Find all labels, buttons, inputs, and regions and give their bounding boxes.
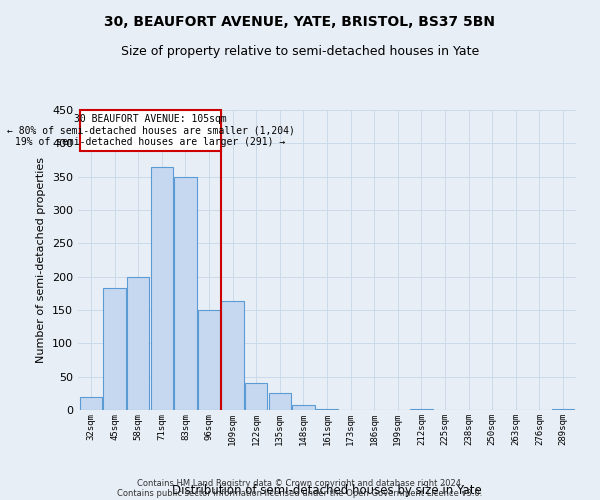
Text: Contains HM Land Registry data © Crown copyright and database right 2024.: Contains HM Land Registry data © Crown c… (137, 478, 463, 488)
Bar (127, 276, 149, 410)
Text: Size of property relative to semi-detached houses in Yate: Size of property relative to semi-detach… (121, 45, 479, 58)
Text: 30 BEAUFORT AVENUE: 105sqm
← 80% of semi-detached houses are smaller (1,204)
19%: 30 BEAUFORT AVENUE: 105sqm ← 80% of semi… (7, 114, 295, 148)
Bar (80, 396, 102, 410)
Text: Contains public sector information licensed under the Open Government Licence v3: Contains public sector information licen… (118, 488, 482, 498)
Bar (103, 288, 126, 410)
Bar (151, 166, 173, 410)
FancyBboxPatch shape (80, 110, 221, 152)
Y-axis label: Number of semi-detached properties: Number of semi-detached properties (37, 157, 46, 363)
Bar (292, 404, 314, 410)
X-axis label: Distribution of semi-detached houses by size in Yate: Distribution of semi-detached houses by … (172, 484, 482, 497)
Bar (221, 302, 244, 410)
Bar (245, 384, 268, 410)
Bar (269, 394, 291, 410)
Bar (552, 408, 574, 410)
Bar (198, 310, 220, 410)
Text: 30, BEAUFORT AVENUE, YATE, BRISTOL, BS37 5BN: 30, BEAUFORT AVENUE, YATE, BRISTOL, BS37… (104, 15, 496, 29)
Bar (174, 176, 197, 410)
